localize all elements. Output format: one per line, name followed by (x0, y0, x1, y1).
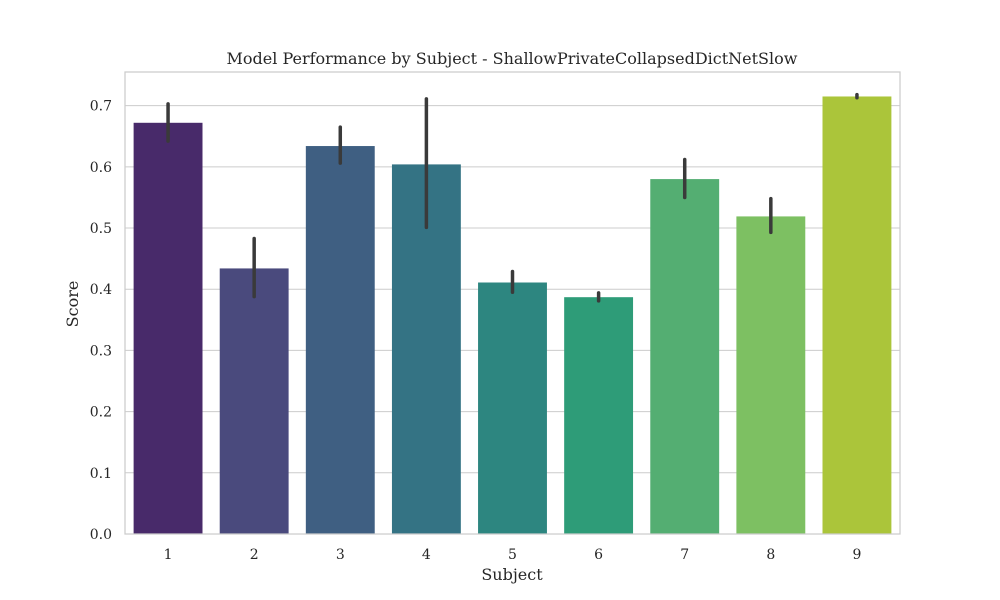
x-tick-label: 1 (164, 547, 173, 563)
x-tick-label: 8 (766, 547, 775, 563)
x-tick-label: 6 (594, 547, 603, 563)
y-tick-label: 0.7 (90, 99, 112, 115)
x-axis-label: Subject (481, 565, 543, 584)
bar-subject-5 (478, 282, 547, 534)
y-tick-label: 0.2 (90, 405, 112, 421)
bar-subject-3 (305, 146, 375, 534)
y-tick-label: 0.1 (90, 466, 112, 482)
x-tick-label: 9 (852, 547, 861, 563)
x-tick-label: 2 (250, 547, 259, 563)
plot-frame (124, 71, 901, 535)
y-axis-label: Score (63, 281, 82, 328)
bars (133, 96, 892, 535)
bar-subject-1 (133, 122, 203, 535)
bar-subject-8 (736, 216, 806, 534)
x-tick-label: 3 (336, 547, 345, 563)
x-tick-label: 4 (422, 547, 431, 563)
y-tick-label: 0.3 (90, 343, 112, 359)
error-bars (166, 92, 859, 303)
y-tick-label: 0.5 (90, 221, 112, 237)
bar-subject-7 (650, 179, 720, 534)
chart-title: Model Performance by Subject - ShallowPr… (227, 49, 798, 68)
x-tick-label: 5 (508, 547, 517, 563)
y-tick-labels: 0.0 0.1 0.2 0.3 0.4 0.5 0.6 0.7 (90, 99, 112, 543)
x-tick-label: 7 (680, 547, 689, 563)
x-tick-labels: 1 2 3 4 5 6 7 8 9 (164, 547, 862, 563)
bar-subject-9 (822, 96, 892, 535)
y-tick-label: 0.0 (90, 527, 112, 543)
bar-subject-2 (219, 268, 289, 534)
y-tick-label: 0.6 (90, 160, 112, 176)
bar-subject-6 (564, 297, 634, 534)
y-tick-label: 0.4 (90, 282, 112, 298)
